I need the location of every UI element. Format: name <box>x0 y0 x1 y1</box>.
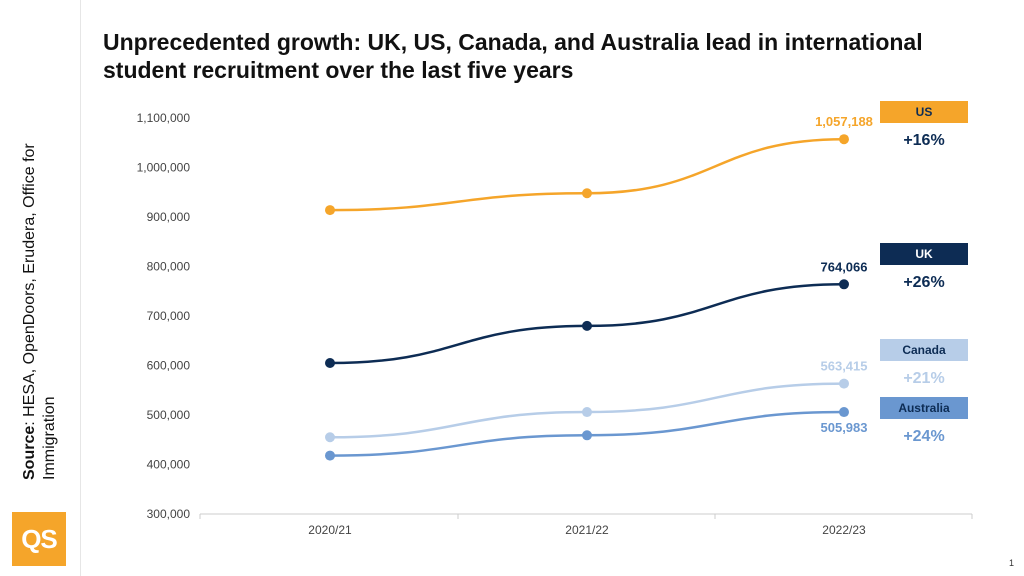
growth-label-uk: +26% <box>903 274 944 291</box>
y-tick-label-3: 600,000 <box>147 359 191 373</box>
qs-logo: QS <box>12 512 66 566</box>
data-point-uk-1 <box>582 320 592 331</box>
chart-title: Unprecedented growth: UK, US, Canada, an… <box>103 29 923 83</box>
x-tick-label-2: 2022/23 <box>822 523 866 537</box>
growth-label-canada: +21% <box>903 370 944 387</box>
legend-badge-uk <box>880 243 968 265</box>
x-tick-label-1: 2021/22 <box>565 523 609 537</box>
y-tick-label-4: 700,000 <box>147 309 191 323</box>
data-point-us-2 <box>839 134 849 145</box>
legend-badge-australia <box>880 397 968 419</box>
y-tick-label-5: 800,000 <box>147 260 191 274</box>
data-point-canada-0 <box>325 432 335 443</box>
data-point-us-0 <box>325 205 335 216</box>
data-point-australia-0 <box>325 450 335 461</box>
data-point-australia-1 <box>582 430 592 441</box>
end-label-uk: 764,066 <box>821 259 868 274</box>
data-point-canada-1 <box>582 407 592 418</box>
growth-label-us: +16% <box>903 132 944 149</box>
legend-label-uk: UK <box>915 247 933 261</box>
growth-label-australia: +24% <box>903 428 944 445</box>
legend-badge-canada <box>880 339 968 361</box>
y-tick-label-1: 400,000 <box>147 458 191 472</box>
legend-badge-us <box>880 101 968 123</box>
legend-label-us: US <box>916 105 933 119</box>
end-label-us: 1,057,188 <box>815 114 873 129</box>
sidebar: Source: HESA, OpenDoors, Erudera, Office… <box>0 0 81 576</box>
end-label-canada: 563,415 <box>821 359 868 374</box>
page-number: 1 <box>1008 558 1014 568</box>
data-point-canada-2 <box>839 378 849 389</box>
end-label-australia: 505,983 <box>821 420 868 435</box>
legend-label-canada: Canada <box>902 343 946 357</box>
data-point-uk-2 <box>839 279 849 290</box>
data-point-us-1 <box>582 188 592 199</box>
x-tick-label-0: 2020/21 <box>308 523 352 537</box>
y-tick-label-0: 300,000 <box>147 507 191 521</box>
series-line-us <box>329 137 845 212</box>
legend-label-australia: Australia <box>898 401 950 415</box>
y-tick-label-2: 500,000 <box>147 408 191 422</box>
y-tick-label-7: 1,000,000 <box>137 161 191 175</box>
data-point-uk-0 <box>325 358 335 369</box>
y-tick-label-8: 1,100,000 <box>137 111 191 125</box>
data-point-australia-2 <box>839 407 849 418</box>
y-tick-label-6: 900,000 <box>147 210 191 224</box>
